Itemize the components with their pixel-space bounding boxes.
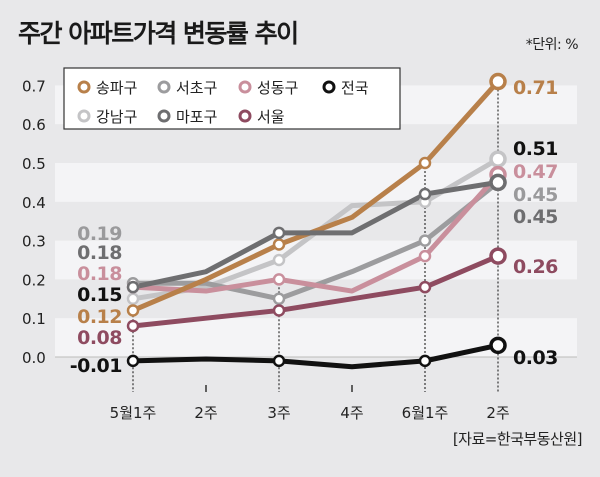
last-value-label: 0.51 (513, 138, 558, 160)
data-point (126, 292, 140, 306)
x-tick-label: 3주 (267, 404, 290, 422)
data-point (272, 226, 286, 240)
first-value-label: 0.15 (77, 284, 122, 306)
data-point (489, 173, 507, 192)
first-value-label: 0.12 (77, 306, 122, 328)
series-line-서울 (132, 253, 499, 329)
data-point (272, 253, 286, 267)
source-note: [자료=한국부동산원] (452, 430, 583, 448)
series-line-성동구 (132, 172, 500, 294)
y-tick-label: 0.5 (22, 155, 46, 173)
first-value-label: 0.19 (77, 223, 122, 245)
data-point (489, 247, 507, 265)
legend-label: 전국 (341, 79, 369, 97)
data-point (489, 336, 507, 355)
y-tick-label: 0.0 (22, 349, 46, 367)
last-value-label: 0.71 (513, 77, 558, 99)
last-value-label: 0.45 (513, 206, 558, 228)
unit-note: *단위: % (525, 37, 579, 53)
data-point (126, 319, 140, 333)
legend-box (63, 67, 401, 130)
chart-title: 주간 아파트가격 변동률 추이 (18, 19, 299, 48)
legend-marker-icon (238, 80, 252, 94)
x-tick-label: 2주 (194, 404, 217, 422)
legend-marker-icon (322, 80, 336, 94)
legend-label: 마포구 (176, 108, 217, 126)
first-value-label: -0.01 (70, 355, 122, 377)
legend-marker-icon (238, 109, 252, 123)
data-point (418, 187, 432, 201)
y-tick-label: 0.3 (22, 233, 46, 251)
x-tick-label: 4주 (340, 404, 363, 422)
legend-marker-icon (157, 109, 171, 123)
last-value-label: 0.45 (513, 184, 558, 206)
first-value-label: 0.18 (77, 263, 122, 285)
y-tick-label: 0.1 (22, 310, 46, 328)
legend-label: 성동구 (257, 79, 298, 97)
data-point (272, 292, 286, 306)
legend-label: 서울 (257, 108, 285, 126)
data-point (418, 280, 432, 294)
series-line-전국 (132, 342, 499, 370)
last-value-label: 0.47 (513, 161, 558, 183)
legend-label: 강남구 (96, 108, 137, 126)
legend-marker-icon (77, 80, 91, 94)
data-point (418, 249, 432, 263)
data-point (126, 354, 140, 368)
data-point (418, 234, 432, 247)
series-line-마포구 (132, 179, 499, 290)
data-point (489, 72, 507, 91)
legend-label: 송파구 (96, 79, 137, 97)
last-value-label: 0.03 (513, 347, 558, 369)
first-value-label: 0.18 (77, 242, 122, 264)
data-point (272, 354, 286, 368)
data-point (418, 354, 432, 368)
data-point (272, 304, 286, 317)
last-value-label: 0.26 (513, 256, 558, 278)
data-point (126, 280, 140, 294)
data-point (489, 150, 507, 168)
data-point (126, 304, 140, 317)
data-point (418, 156, 432, 170)
legend-marker-icon (157, 80, 171, 94)
y-tick-label: 0.7 (22, 77, 46, 95)
first-value-label: 0.08 (77, 327, 122, 349)
data-point (272, 238, 286, 251)
x-tick-label: 5월1주 (110, 404, 157, 422)
legend-label: 서초구 (176, 79, 217, 97)
y-tick-label: 0.6 (22, 116, 46, 134)
legend-marker-icon (77, 109, 91, 123)
data-point (272, 273, 286, 286)
y-tick-label: 0.4 (22, 194, 46, 212)
x-tick-label: 6월1주 (402, 404, 449, 422)
y-tick-label: 0.2 (22, 271, 46, 289)
x-tick-label: 2주 (486, 404, 509, 422)
